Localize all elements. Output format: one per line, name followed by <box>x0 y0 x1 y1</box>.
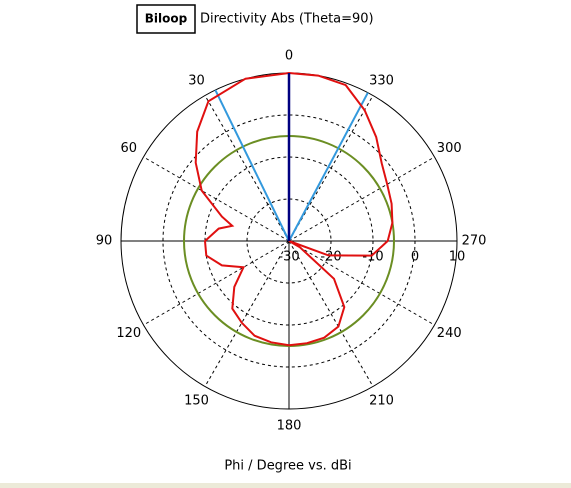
r-tick-label: -20 <box>320 250 341 265</box>
angle-tick-label: 90 <box>96 234 113 249</box>
spoke <box>288 240 435 326</box>
spoke <box>143 156 290 242</box>
r-tick-label: 0 <box>411 250 419 265</box>
spoke <box>288 240 374 387</box>
angle-tick-label: 210 <box>369 394 394 409</box>
legend-box <box>136 4 196 34</box>
beamwidth-line <box>288 92 369 242</box>
spoke <box>288 95 374 242</box>
legend-entry: Biloop <box>145 12 188 26</box>
chart-title: Directivity Abs (Theta=90) <box>200 12 374 27</box>
x-axis-label: Phi / Degree vs. dBi <box>224 459 351 474</box>
r-tick-label: 10 <box>449 250 466 265</box>
spoke <box>204 95 290 242</box>
spoke <box>288 156 435 242</box>
angle-tick-label: 240 <box>437 326 462 341</box>
angle-tick-label: 150 <box>184 394 209 409</box>
angle-tick-label: 270 <box>462 234 487 249</box>
angle-tick-label: 180 <box>277 419 302 434</box>
r-tick-label: -10 <box>362 250 383 265</box>
spoke <box>204 240 290 387</box>
beamwidth-line <box>214 89 290 242</box>
angle-tick-label: 60 <box>121 141 138 156</box>
angle-tick-label: 30 <box>188 73 205 88</box>
angle-tick-label: 0 <box>285 49 293 64</box>
angle-tick-label: 300 <box>437 141 462 156</box>
spoke <box>143 240 290 326</box>
angle-tick-label: 120 <box>116 326 141 341</box>
status-strip <box>0 483 571 488</box>
angle-tick-label: 330 <box>369 73 394 88</box>
series-line <box>194 71 394 347</box>
